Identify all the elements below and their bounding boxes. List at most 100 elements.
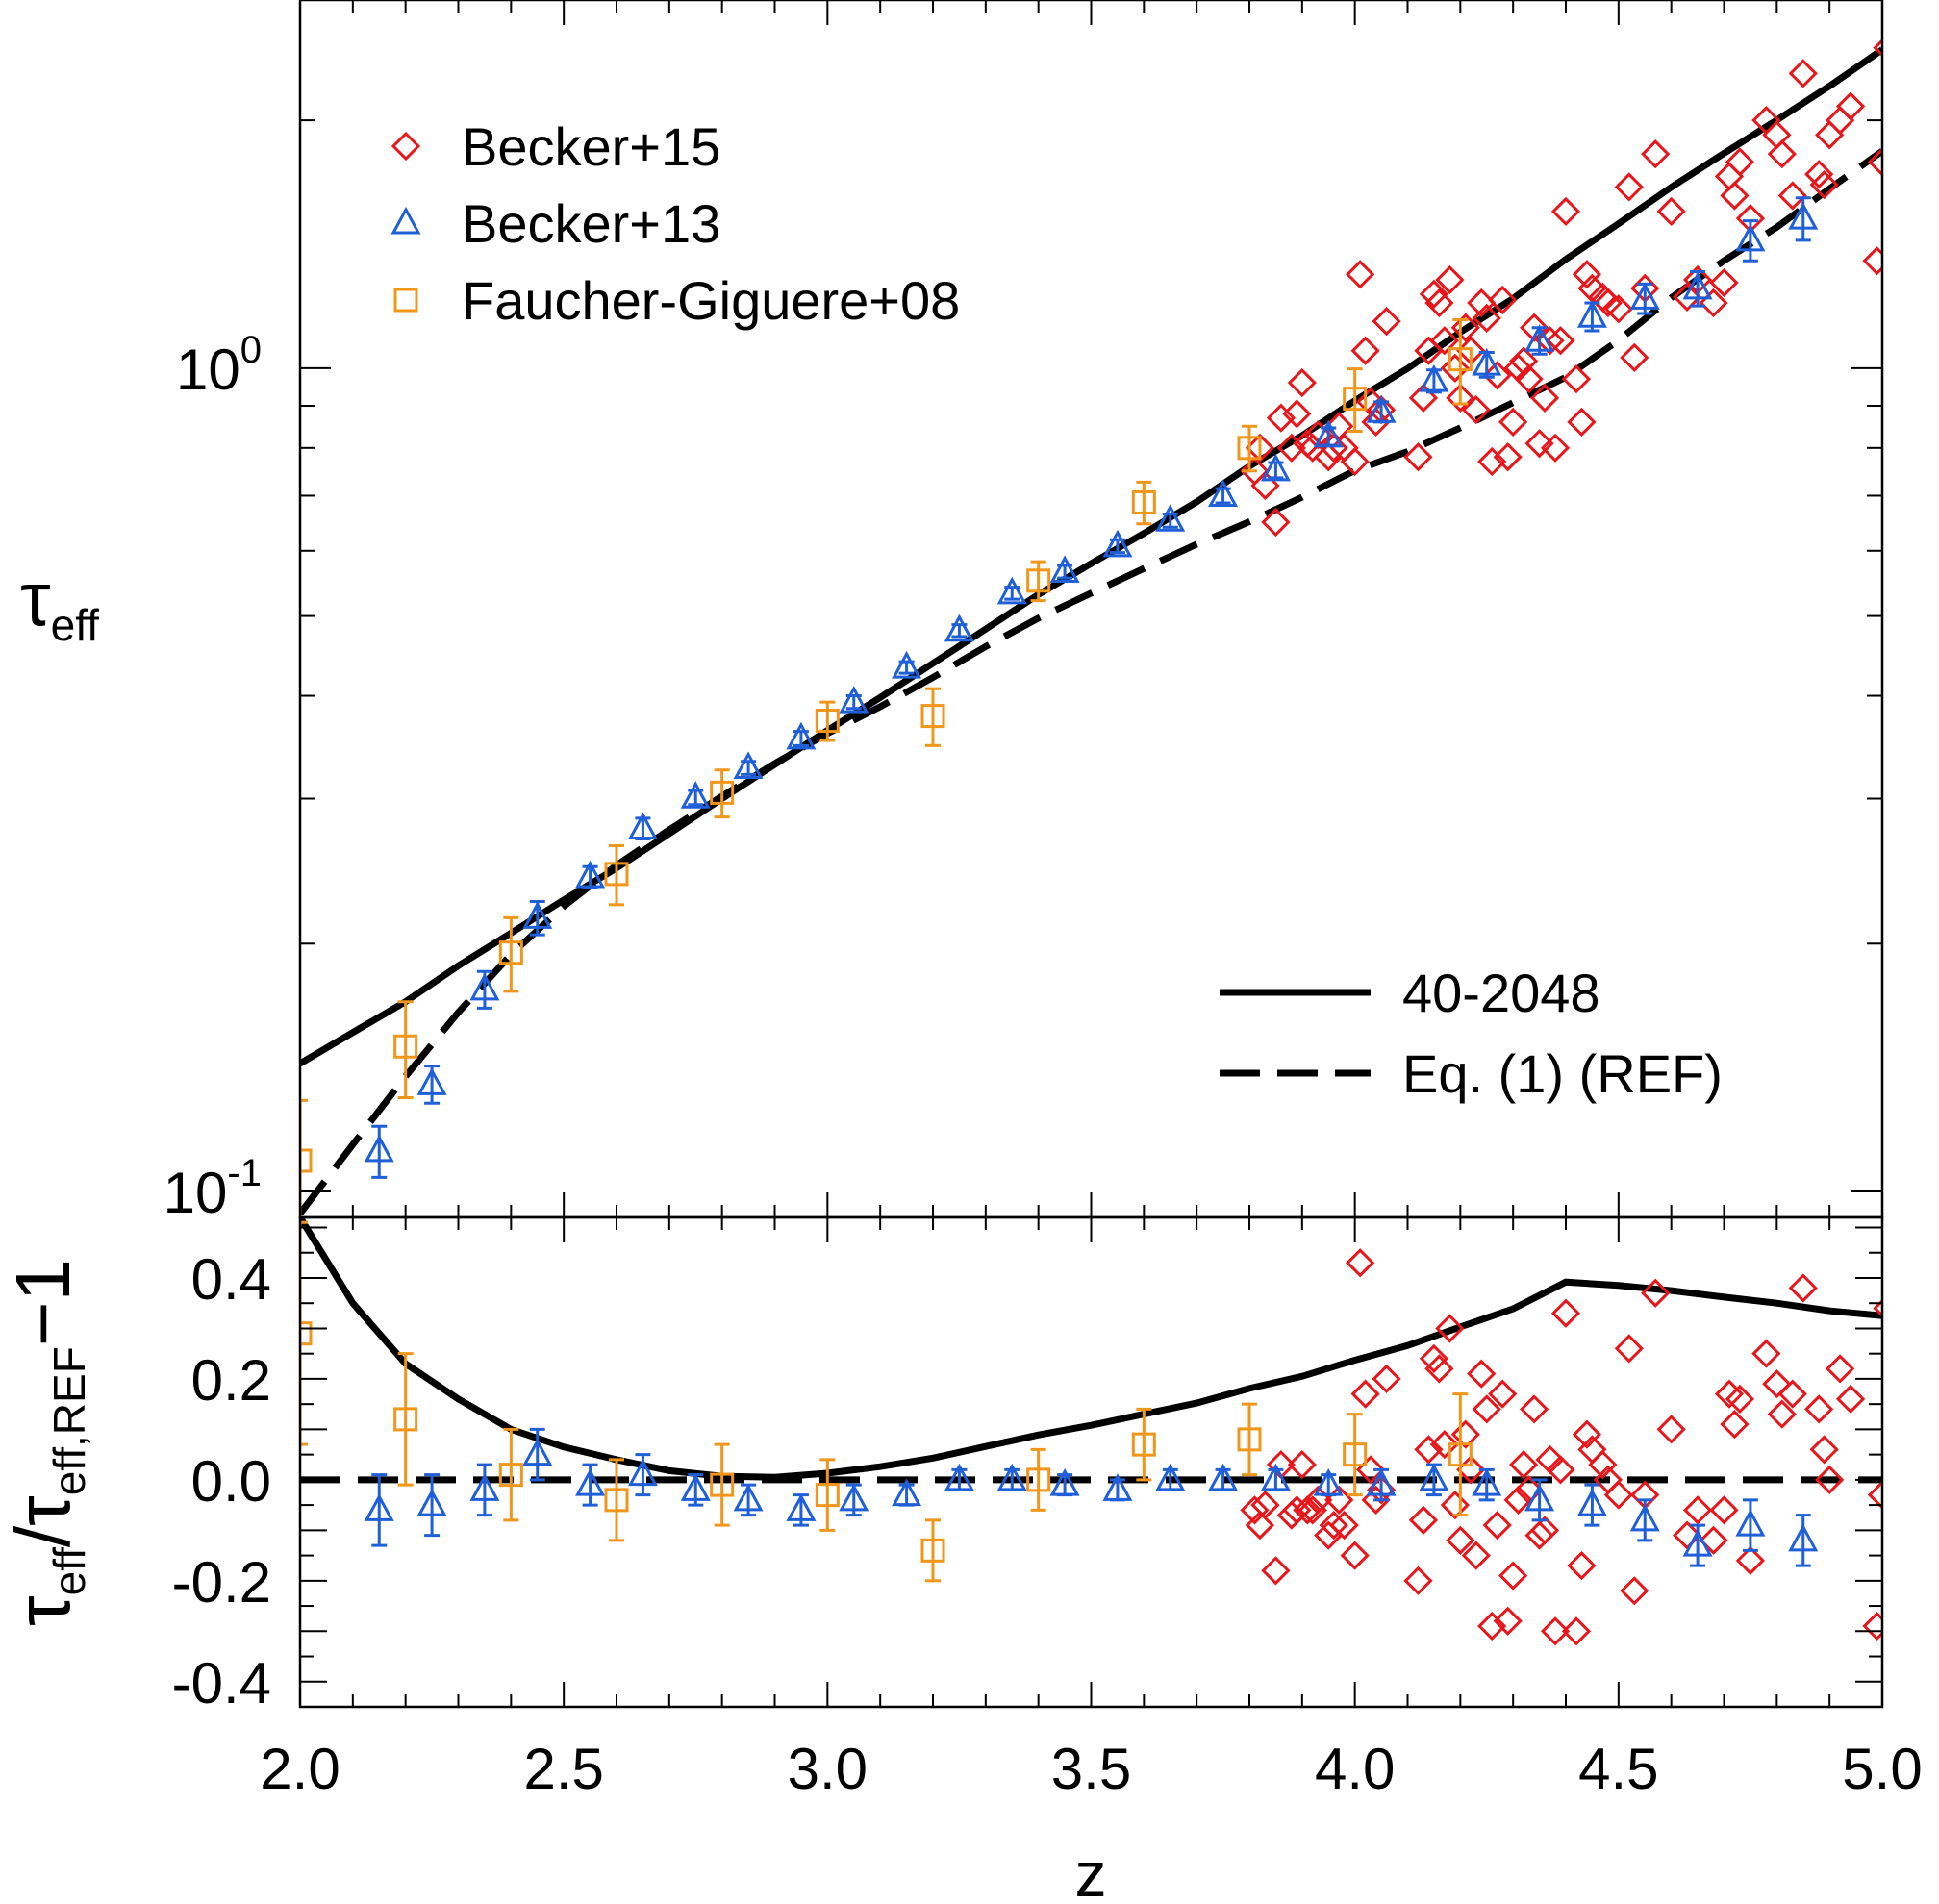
- faucher-giguere-08-point: [1237, 436, 1262, 461]
- faucher-giguere-08-point: [710, 780, 735, 805]
- faucher-giguere-08-errorbar: [819, 700, 836, 742]
- becker-13-point: [1260, 1463, 1291, 1491]
- faucher-giguere-08-point: [1343, 1442, 1368, 1467]
- becker-15-point: [1498, 407, 1528, 438]
- becker-13-errorbar: [529, 1427, 545, 1482]
- faucher-giguere-08-point: [920, 1538, 945, 1563]
- becker-15-point: [1561, 364, 1592, 394]
- faucher-giguere-08-errorbar: [1452, 317, 1469, 406]
- x-axis-label: z: [1075, 1839, 1107, 1904]
- faucher-giguere-08-point: [498, 1463, 523, 1488]
- becker-13-point: [1419, 1463, 1449, 1491]
- becker-15-point: [1682, 1495, 1713, 1525]
- becker-15-point: [1672, 282, 1702, 313]
- becker-15-point: [1656, 196, 1686, 227]
- becker-15-point: [1735, 1545, 1766, 1575]
- faucher-giguere-08-errorbar: [609, 843, 624, 907]
- becker-13-point: [1524, 1483, 1555, 1512]
- becker-13-point: [839, 685, 869, 714]
- top-panel: 10-1 100 τeff Becker+15 Becker+13 Faucher-G…: [20, 0, 1884, 1225]
- faucher-giguere-08-point: [1237, 1427, 1262, 1452]
- faucher-giguere-08-errorbar: [1242, 424, 1257, 473]
- becker-13-point: [892, 1478, 922, 1507]
- becker-15-point: [1561, 1616, 1592, 1646]
- bottom-series-layer: [300, 1217, 1882, 1646]
- becker-15-point: [1550, 196, 1581, 227]
- becker-15-point: [1804, 160, 1834, 189]
- becker-13-point: [680, 781, 711, 809]
- becker-15-point: [1514, 1475, 1544, 1505]
- line-legend-label: 40-2048: [1402, 963, 1600, 1023]
- faucher-giguere-08-point: [1131, 1432, 1156, 1457]
- becker-15-point: [1461, 395, 1491, 425]
- faucher-giguere-08-errorbar: [714, 1442, 730, 1527]
- becker-15-point: [1519, 1394, 1549, 1424]
- legend-label: Becker+15: [462, 116, 720, 177]
- becker-15-point: [1250, 470, 1280, 501]
- faucher-giguere-08-errorbar: [1452, 1392, 1469, 1517]
- becker-15-point: [1514, 364, 1544, 394]
- becker-15-point: [1540, 1616, 1571, 1646]
- becker-15-point: [1346, 1248, 1375, 1278]
- faucher-giguere-08-point: [300, 1148, 313, 1173]
- faucher-giguere-08-errorbar: [925, 687, 941, 747]
- top-line-40-2048: [300, 46, 1882, 1067]
- becker-15-point: [1867, 147, 1882, 177]
- becker-13-errorbar: [1742, 1498, 1758, 1552]
- becker-13-point: [892, 650, 922, 679]
- becker-15-point: [1245, 1510, 1275, 1541]
- faucher-giguere-08-errorbar: [1030, 560, 1046, 603]
- becker-13-errorbar: [1795, 1514, 1811, 1567]
- faucher-giguere-08-errorbar: [1347, 1413, 1363, 1497]
- becker-15-point: [1297, 1495, 1327, 1525]
- x-tick-label: 4.0: [1315, 1737, 1395, 1801]
- becker-15-point: [1446, 1525, 1475, 1555]
- becker-13-point: [1260, 453, 1291, 482]
- becker-15-point: [1372, 307, 1401, 337]
- becker-15-point: [1777, 181, 1807, 211]
- faucher-giguere-08-point: [1131, 489, 1156, 514]
- becker-13-point: [1472, 1467, 1502, 1496]
- becker-15-point: [1482, 361, 1512, 390]
- becker-15-point: [1725, 147, 1755, 177]
- becker-13-point: [627, 1458, 658, 1487]
- faucher-giguere-08-errorbar: [397, 1000, 414, 1099]
- becker-13-point: [1524, 324, 1555, 352]
- becker-13-point: [1419, 363, 1449, 392]
- faucher-giguere-08-errorbar: [925, 1518, 941, 1583]
- becker-15-point: [1493, 1606, 1523, 1636]
- becker-15-point: [1461, 1541, 1491, 1570]
- y-tick-label: 0.4: [191, 1247, 271, 1312]
- becker-13-point: [1682, 1528, 1713, 1557]
- becker-15-point: [1287, 1450, 1317, 1480]
- becker-13-point: [1102, 529, 1133, 558]
- faucher-giguere-08-point: [604, 862, 629, 887]
- y-tick-label: 10-1: [164, 1152, 262, 1225]
- becker-15-point: [1340, 1541, 1370, 1570]
- faucher-giguere-08-point: [710, 1472, 735, 1497]
- becker-13-point: [996, 1463, 1027, 1491]
- legend: Becker+15 Becker+13 Faucher-Giguere+08: [390, 116, 960, 331]
- legend-marker: [390, 131, 421, 162]
- becker-15-point: [1826, 105, 1855, 136]
- becker-15-point: [1862, 246, 1882, 276]
- becker-15-point: [1546, 326, 1575, 356]
- faucher-giguere-08-errorbar: [714, 768, 730, 819]
- becker-13-point: [1313, 419, 1344, 448]
- becker-15-point: [1350, 1379, 1380, 1409]
- becker-15-point: [1519, 313, 1549, 342]
- becker-15-point: [1498, 1561, 1528, 1591]
- becker-15-point: [1503, 1485, 1533, 1515]
- becker-15-point: [1546, 1455, 1575, 1485]
- faucher-giguere-08-point: [1343, 387, 1368, 412]
- becker-13-point: [1208, 479, 1239, 507]
- top-series-becker-13: [364, 196, 1819, 1179]
- becker-15-point: [1372, 1364, 1401, 1394]
- becker-15-point: [1641, 1278, 1671, 1308]
- faucher-giguere-08-point: [604, 1488, 629, 1513]
- becker-15-point: [1603, 294, 1633, 324]
- top-line-eq-1-ref-: [300, 148, 1882, 1216]
- becker-15-point: [1709, 1495, 1739, 1525]
- becker-15-point: [1762, 1369, 1792, 1399]
- faucher-giguere-08-errorbar: [503, 915, 519, 993]
